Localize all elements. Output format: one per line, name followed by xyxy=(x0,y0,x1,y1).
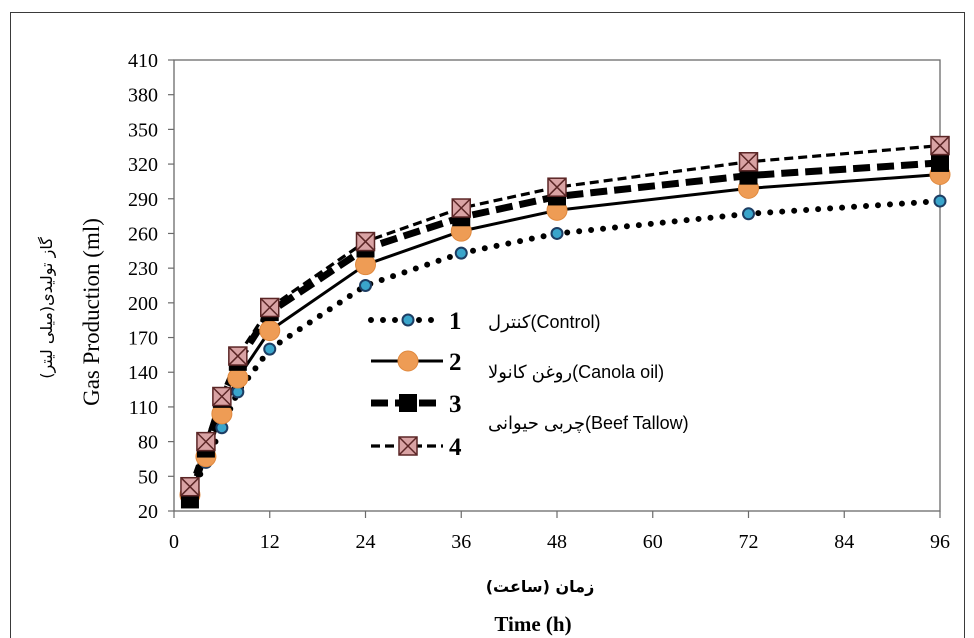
legend-swatch-marker xyxy=(397,350,419,372)
series-2-point xyxy=(227,367,249,389)
series-1-point xyxy=(550,226,564,240)
series-4-point-cross-b xyxy=(547,177,567,197)
series-4-point xyxy=(738,152,759,172)
x-tick-label: 60 xyxy=(643,531,663,553)
series-4-point xyxy=(260,297,280,318)
series-4-point-cross-b xyxy=(451,198,471,218)
legend-swatch-marker xyxy=(398,436,418,456)
legend-label: 4 xyxy=(449,434,462,461)
series-4-point xyxy=(547,177,567,197)
legend-swatch-marker-shape xyxy=(399,394,417,412)
series-1-markers xyxy=(183,194,947,503)
series-1-point xyxy=(454,246,468,260)
series-3-point-shape xyxy=(931,153,949,172)
y-tick-label: 320 xyxy=(128,154,158,176)
series-4-point xyxy=(196,431,216,452)
y-tick-label: 230 xyxy=(128,258,158,280)
series-2-markers xyxy=(179,163,951,506)
x-tick-label: 12 xyxy=(260,531,280,553)
series-4-point-cross-b xyxy=(355,232,376,252)
series-2-point-shape xyxy=(227,367,249,389)
y-axis-label: Gas Production (ml) xyxy=(79,218,104,406)
y-tick-label: 290 xyxy=(128,189,158,211)
series-4-point-cross-b xyxy=(228,346,248,366)
series-4-point xyxy=(355,231,376,252)
series-1-point-shape xyxy=(933,194,947,208)
x-tick-label: 84 xyxy=(834,531,854,553)
x-tick-label: 36 xyxy=(451,531,471,553)
y-tick-label: 260 xyxy=(128,223,158,245)
x-axis-label: Time (h) xyxy=(494,612,571,636)
legend-swatch-marker-cross-b xyxy=(398,436,418,456)
series-4-point xyxy=(212,386,232,407)
series-layer xyxy=(179,135,951,509)
series-4-point xyxy=(228,346,248,366)
series-1-point xyxy=(263,342,277,356)
series-4-point-cross-b xyxy=(196,432,216,452)
x-tick-label: 96 xyxy=(930,531,950,553)
legend-note-canola: روغن کانولا(Canola oil) xyxy=(488,362,664,383)
legend: کنترل(Control) روغن کانولا(Canola oil) چ… xyxy=(368,308,689,461)
x-tick-label: 72 xyxy=(739,531,759,553)
y-tick-label: 200 xyxy=(128,293,158,315)
series-4-point xyxy=(930,135,950,156)
y-tick-label: 80 xyxy=(138,432,158,454)
series-4-point-cross-b xyxy=(738,152,759,172)
y-tick-label: 140 xyxy=(128,362,158,384)
y-tick-label: 410 xyxy=(128,50,158,72)
y-tick-label: 110 xyxy=(129,397,158,419)
series-4-markers xyxy=(180,135,950,497)
y-axis-label-fa: گاز تولیدی(میلی لیتر) xyxy=(37,237,57,379)
y-tick-label: 50 xyxy=(138,466,158,488)
series-3-point xyxy=(931,153,949,172)
y-tick-label: 350 xyxy=(128,119,158,141)
x-axis-label-fa: زمان (ساعت) xyxy=(486,577,595,596)
x-tick-label: 24 xyxy=(356,531,376,553)
series-4-point xyxy=(180,476,200,497)
legend-label: 2 xyxy=(449,349,462,376)
series-3-line xyxy=(186,159,941,501)
series-1-point xyxy=(359,279,372,292)
chart-frame xyxy=(10,12,965,638)
series-2-line xyxy=(188,173,941,496)
legend-swatch-marker xyxy=(401,313,415,327)
y-tick-label: 380 xyxy=(128,85,158,107)
legend-note-beef-tallow: چربی حیوانی(Beef Tallow) xyxy=(488,413,689,434)
legend-swatch-marker-shape xyxy=(397,350,419,372)
series-1-point-shape xyxy=(359,279,372,292)
legend-item-4: 4 xyxy=(371,434,462,461)
series-4-point xyxy=(451,198,471,218)
y-tick-label: 170 xyxy=(128,328,158,350)
series-1-point-shape xyxy=(263,342,277,356)
series-1-line xyxy=(187,198,943,499)
legend-swatch-marker xyxy=(399,394,417,412)
legend-note-control: کنترل(Control) xyxy=(488,312,600,333)
legend-label: 1 xyxy=(449,308,462,335)
legend-item-3: 3 xyxy=(371,391,462,418)
series-2-point-shape xyxy=(355,254,376,276)
series-1-point xyxy=(742,207,755,221)
series-4-point-cross-b xyxy=(260,297,280,318)
series-1-point-shape xyxy=(550,226,564,240)
plot-area xyxy=(173,59,941,512)
series-2-point xyxy=(355,254,376,276)
x-tick-label: 0 xyxy=(169,531,179,553)
series-2-point xyxy=(259,320,281,342)
y-tick-label: 20 xyxy=(138,501,158,523)
x-tick-label: 48 xyxy=(547,531,567,553)
series-1-point-shape xyxy=(742,207,755,221)
axes: 2050801101401702002302602903203503804100… xyxy=(128,50,950,553)
series-4-point-cross-b xyxy=(212,386,232,407)
series-4-point-cross-b xyxy=(930,136,950,156)
series-2-point-shape xyxy=(259,320,281,342)
series-1-point xyxy=(933,194,947,208)
series-4-point-cross-b xyxy=(180,477,200,497)
legend-label: 3 xyxy=(449,391,462,418)
legend-swatch-marker-shape xyxy=(401,313,415,327)
legend-item-2: 2 xyxy=(371,349,462,376)
series-1-point-shape xyxy=(454,246,468,260)
legend-item-1: 1 xyxy=(368,308,462,335)
